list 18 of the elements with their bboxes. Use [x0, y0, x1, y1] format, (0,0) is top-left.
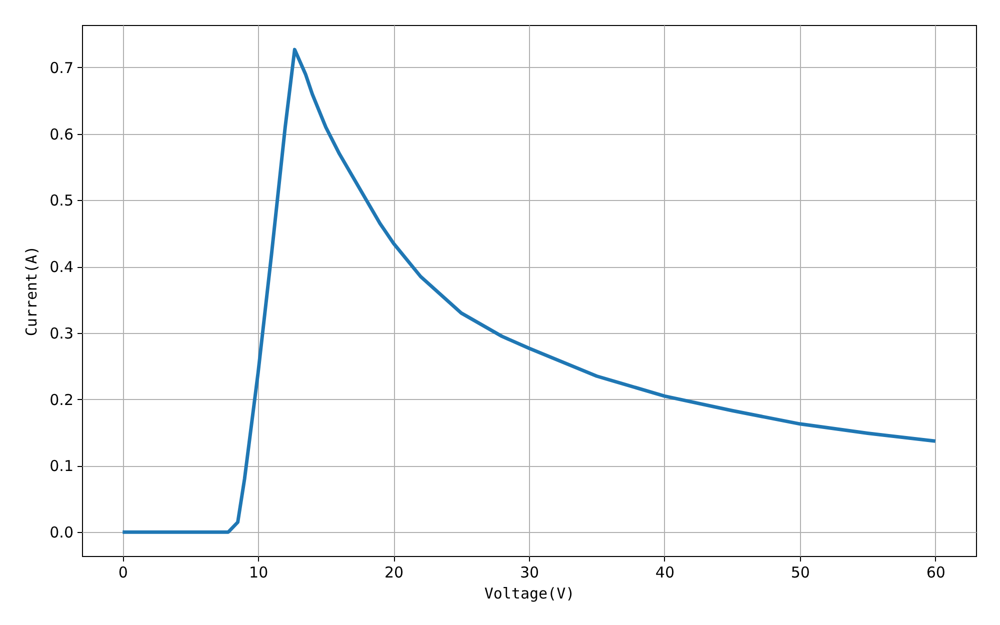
y-tick-label: 0.3	[50, 324, 74, 342]
x-tick-label: 50	[790, 564, 810, 582]
line-series	[120, 48, 938, 534]
y-tick-label: 0.7	[50, 58, 74, 77]
y-axis-title: Current(A)	[22, 246, 41, 336]
x-tick-label: 0	[118, 564, 128, 582]
y-tick-label: 0.5	[50, 192, 74, 210]
x-tick-label: 60	[926, 564, 946, 582]
x-tick-label: 30	[520, 564, 540, 582]
x-tick-label: 10	[249, 564, 268, 582]
x-axis-title: Voltage(V)	[484, 584, 575, 602]
y-tick-label: 0.6	[50, 125, 74, 144]
x-tick-label: 40	[655, 564, 674, 582]
y-tick-label: 0.0	[50, 524, 74, 542]
x-tick-label: 20	[384, 564, 404, 582]
y-tick-label: 0.4	[50, 258, 74, 276]
y-tick-label: 0.2	[50, 390, 74, 409]
y-tick-label: 0.1	[50, 457, 74, 476]
